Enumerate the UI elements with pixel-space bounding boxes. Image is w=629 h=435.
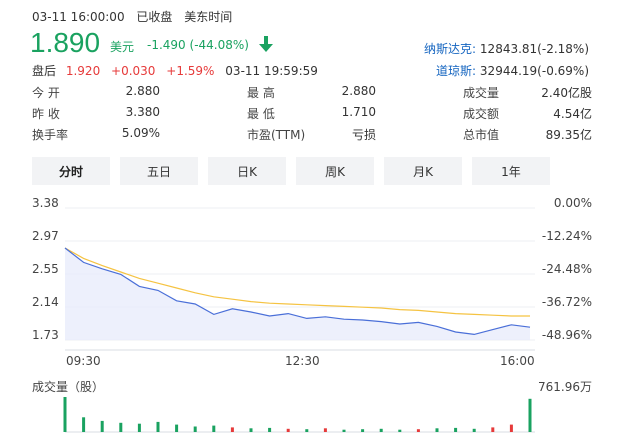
price-line xyxy=(64,247,531,336)
stat-label: 最 低 xyxy=(247,107,275,121)
index-name: 道琼斯: xyxy=(436,64,477,78)
y-tick-right: -24.48% xyxy=(541,262,592,276)
stat-value: 89.35亿 xyxy=(545,128,592,142)
timezone-label: 美东时间 xyxy=(184,10,233,24)
volume-bar xyxy=(268,427,272,432)
volume-bar xyxy=(416,429,420,432)
stat-label: 成交额 xyxy=(463,107,500,121)
after-hours-change-pct: +1.59% xyxy=(166,64,215,78)
change-amount: -1.490 xyxy=(147,38,186,52)
y-tick-left: 3.38 xyxy=(32,196,59,210)
after-hours-time: 03-11 19:59:59 xyxy=(225,64,318,78)
volume-bar xyxy=(454,427,458,432)
index-dow[interactable]: 道琼斯: 32944.19(-0.69%) xyxy=(436,62,589,79)
volume-bar xyxy=(137,423,141,432)
period-tabs: 分时 五日 日K 周K 月K 1年 xyxy=(32,157,552,185)
after-hours-price: 1.920 xyxy=(65,64,101,78)
average-price-line xyxy=(64,247,530,317)
volume-bar xyxy=(119,422,123,432)
volume-bar xyxy=(472,428,476,432)
volume-bar xyxy=(286,428,290,432)
after-hours-row: 盘后 1.920 +0.030 +1.59% 03-11 19:59:59 xyxy=(32,62,318,79)
stats-grid: 今 开 2.880 最 高 2.880 成交量 2.40亿股 昨 收 3.380… xyxy=(0,84,629,144)
y-tick-right: -12.24% xyxy=(541,229,592,243)
status-bar: 03-11 16:00:00 已收盘 美东时间 xyxy=(32,8,240,25)
stat-value: 2.40亿股 xyxy=(541,86,592,100)
volume-bar xyxy=(379,428,383,432)
volume-bar xyxy=(249,428,253,432)
stat-label: 昨 收 xyxy=(32,107,60,121)
volume-bar xyxy=(435,428,439,432)
volume-label: 成交量（股） xyxy=(32,380,105,394)
index-name: 纳斯达克: xyxy=(424,42,477,56)
price-unit: 美元 xyxy=(110,40,135,54)
stat-label: 换手率 xyxy=(32,128,69,142)
volume-bar xyxy=(212,425,216,432)
volume-bar xyxy=(305,429,309,432)
volume-bar xyxy=(398,429,402,432)
arrow-down-icon xyxy=(259,36,273,52)
price-area xyxy=(65,248,530,340)
x-tick: 09:30 xyxy=(66,354,101,368)
stat-value: 1.710 xyxy=(341,105,376,119)
stat-value: 3.380 xyxy=(125,105,160,119)
volume-bar xyxy=(193,426,197,432)
stat-label: 今 开 xyxy=(32,86,60,100)
stat-value: 2.880 xyxy=(125,84,160,98)
volume-bar xyxy=(100,420,104,432)
price-plot xyxy=(63,207,535,433)
stat-value: 2.880 xyxy=(341,84,376,98)
x-tick: 16:00 xyxy=(500,354,535,368)
index-value: 32944.19(-0.69%) xyxy=(479,64,589,78)
y-tick-left: 1.73 xyxy=(32,328,59,342)
y-tick-left: 2.14 xyxy=(32,295,59,309)
stat-label: 成交量 xyxy=(463,86,500,100)
y-tick-left: 2.97 xyxy=(32,229,59,243)
y-tick-left: 2.55 xyxy=(32,262,59,276)
after-hours-change: +0.030 xyxy=(111,64,156,78)
index-value: 12843.81(-2.18%) xyxy=(479,42,589,56)
stat-value: 4.54亿 xyxy=(553,107,592,121)
y-tick-right: 0.00% xyxy=(553,196,592,210)
last-price: 1.890 xyxy=(30,27,101,58)
tab-weekly-k[interactable]: 周K xyxy=(296,157,374,185)
volume-bar xyxy=(323,428,327,432)
y-tick-right: -36.72% xyxy=(541,295,592,309)
volume-bar xyxy=(156,421,160,432)
stat-label: 总市值 xyxy=(463,128,500,142)
volume-bar xyxy=(361,429,365,432)
change-percent: (-44.08%) xyxy=(189,38,249,52)
volume-bar xyxy=(528,398,532,432)
y-tick-right: -48.96% xyxy=(541,328,592,342)
volume-bar xyxy=(342,429,346,432)
tab-monthly-k[interactable]: 月K xyxy=(384,157,462,185)
volume-bar xyxy=(491,427,495,432)
stat-value: 亏损 xyxy=(351,128,376,142)
after-hours-label: 盘后 xyxy=(32,64,57,78)
stat-label: 市盈(TTM) xyxy=(247,128,306,142)
x-tick: 12:30 xyxy=(285,354,320,368)
volume-bar xyxy=(175,424,179,432)
stat-label: 最 高 xyxy=(247,86,275,100)
volume-max: 761.96万 xyxy=(538,380,592,394)
market-status: 已收盘 xyxy=(136,10,173,24)
index-nasdaq[interactable]: 纳斯达克: 12843.81(-2.18%) xyxy=(424,40,589,57)
volume-bar xyxy=(82,417,86,432)
tab-daily-k[interactable]: 日K xyxy=(208,157,286,185)
volume-bar xyxy=(63,397,67,432)
tab-intraday[interactable]: 分时 xyxy=(32,157,110,185)
volume-bar xyxy=(230,427,234,432)
tab-five-day[interactable]: 五日 xyxy=(120,157,198,185)
intraday-chart: 3.38 2.97 2.55 2.14 1.73 0.00% -12.24% -… xyxy=(0,192,629,435)
price-change: -1.490 (-44.08%) xyxy=(147,38,249,52)
quote-datetime: 03-11 16:00:00 xyxy=(32,10,125,24)
tab-one-year[interactable]: 1年 xyxy=(472,157,550,185)
stat-value: 5.09% xyxy=(121,126,160,140)
volume-bar xyxy=(509,424,513,432)
